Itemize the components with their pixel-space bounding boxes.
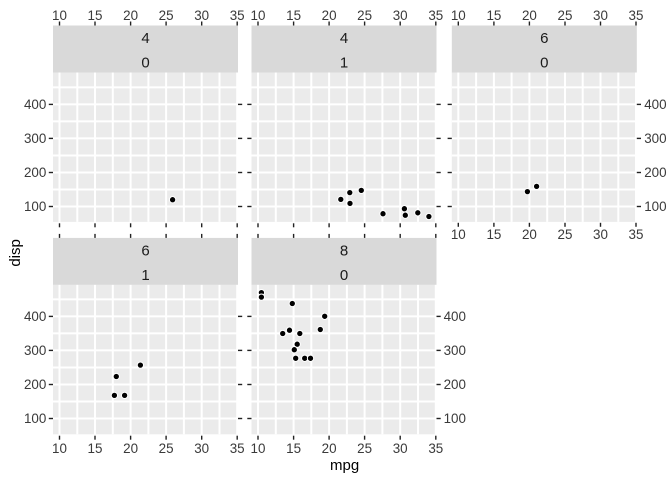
svg-text:25: 25 [357,441,372,456]
svg-text:300: 300 [444,343,466,358]
svg-text:35: 35 [629,227,644,242]
svg-text:10: 10 [451,227,466,242]
svg-text:15: 15 [88,8,103,23]
svg-text:35: 35 [230,441,245,456]
svg-text:200: 200 [444,377,466,392]
svg-text:mpg: mpg [330,457,359,474]
svg-text:35: 35 [428,441,443,456]
svg-text:1: 1 [141,267,149,284]
svg-text:35: 35 [629,8,644,23]
svg-text:15: 15 [286,8,301,23]
svg-text:10: 10 [451,8,466,23]
svg-text:300: 300 [24,131,46,146]
svg-text:10: 10 [251,441,266,456]
svg-text:15: 15 [286,441,301,456]
svg-text:20: 20 [522,8,537,23]
svg-text:0: 0 [540,55,548,72]
svg-text:30: 30 [194,441,209,456]
svg-text:100: 100 [644,199,666,214]
svg-text:10: 10 [52,441,67,456]
svg-text:400: 400 [644,97,666,112]
svg-text:0: 0 [340,267,348,284]
svg-text:disp: disp [7,239,24,267]
svg-text:1: 1 [340,55,348,72]
svg-text:200: 200 [24,377,46,392]
svg-text:15: 15 [486,227,501,242]
svg-text:400: 400 [24,309,46,324]
svg-text:200: 200 [644,165,666,180]
svg-text:0: 0 [141,55,149,72]
svg-text:4: 4 [141,30,149,47]
svg-text:15: 15 [88,441,103,456]
svg-text:20: 20 [123,8,138,23]
svg-text:15: 15 [486,8,501,23]
svg-text:35: 35 [230,8,245,23]
svg-text:30: 30 [393,8,408,23]
svg-text:20: 20 [522,227,537,242]
svg-text:400: 400 [24,97,46,112]
svg-text:30: 30 [593,227,608,242]
svg-text:25: 25 [558,8,573,23]
svg-text:35: 35 [428,8,443,23]
svg-text:100: 100 [24,199,46,214]
svg-text:25: 25 [159,441,174,456]
svg-text:30: 30 [393,441,408,456]
svg-text:100: 100 [24,411,46,426]
svg-text:20: 20 [322,441,337,456]
svg-text:300: 300 [644,131,666,146]
svg-text:30: 30 [593,8,608,23]
svg-text:20: 20 [322,8,337,23]
svg-text:4: 4 [340,30,348,47]
svg-text:25: 25 [357,8,372,23]
svg-text:6: 6 [141,243,149,260]
svg-text:300: 300 [24,343,46,358]
svg-text:10: 10 [251,8,266,23]
svg-text:10: 10 [52,8,67,23]
svg-text:20: 20 [123,441,138,456]
svg-text:8: 8 [340,243,348,260]
svg-text:25: 25 [558,227,573,242]
svg-text:25: 25 [159,8,174,23]
svg-text:6: 6 [540,30,548,47]
svg-text:400: 400 [444,309,466,324]
svg-text:200: 200 [24,165,46,180]
svg-text:100: 100 [444,411,466,426]
svg-text:30: 30 [194,8,209,23]
